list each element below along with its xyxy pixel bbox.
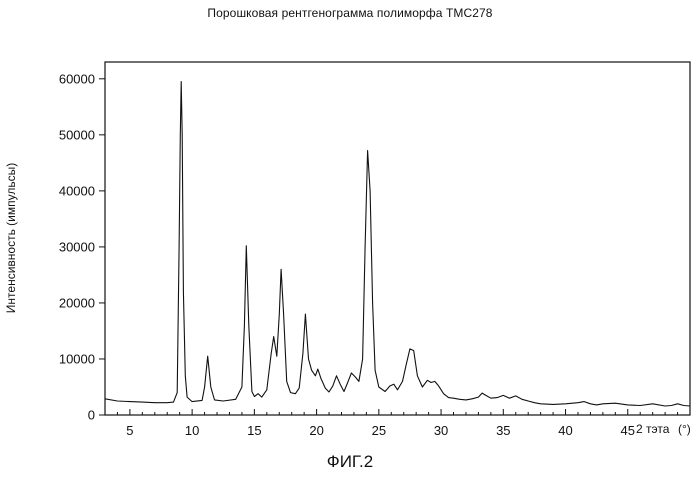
- x-axis-title: 2 тэта: [636, 422, 670, 436]
- x-tick-label: 45: [621, 423, 635, 438]
- x-tick-label: 30: [434, 423, 448, 438]
- plot-area-frame: [104, 61, 691, 416]
- x-tick-label: 15: [247, 423, 261, 438]
- x-tick-label: 25: [372, 423, 386, 438]
- y-tick-label: 50000: [59, 127, 95, 142]
- x-tick-label: 20: [309, 423, 323, 438]
- diffraction-pattern-line: [104, 81, 691, 407]
- x-tick-label: 40: [558, 423, 572, 438]
- x-tick-label: 10: [185, 423, 199, 438]
- x-axis-unit: (°): [678, 422, 691, 436]
- chart-title: Порошковая рентгенограмма полиморфа TMC2…: [207, 6, 493, 20]
- x-tick-label: 5: [126, 423, 133, 438]
- y-tick-label: 30000: [59, 239, 95, 254]
- y-axis: 0 10000 20000 30000 40000 50000 60000: [59, 71, 105, 423]
- y-axis-title: Интенсивность (импульсы): [4, 163, 18, 313]
- y-tick-label: 40000: [59, 183, 95, 198]
- y-tick-label: 0: [88, 408, 95, 423]
- y-tick-label: 20000: [59, 295, 95, 310]
- y-tick-label: 10000: [59, 351, 95, 366]
- figure-caption: ФИГ.2: [326, 452, 374, 471]
- x-tick-label: 35: [496, 423, 510, 438]
- y-tick-label: 60000: [59, 71, 95, 86]
- x-axis: 5 10 15 20 25 30 35 40 45: [104, 409, 691, 438]
